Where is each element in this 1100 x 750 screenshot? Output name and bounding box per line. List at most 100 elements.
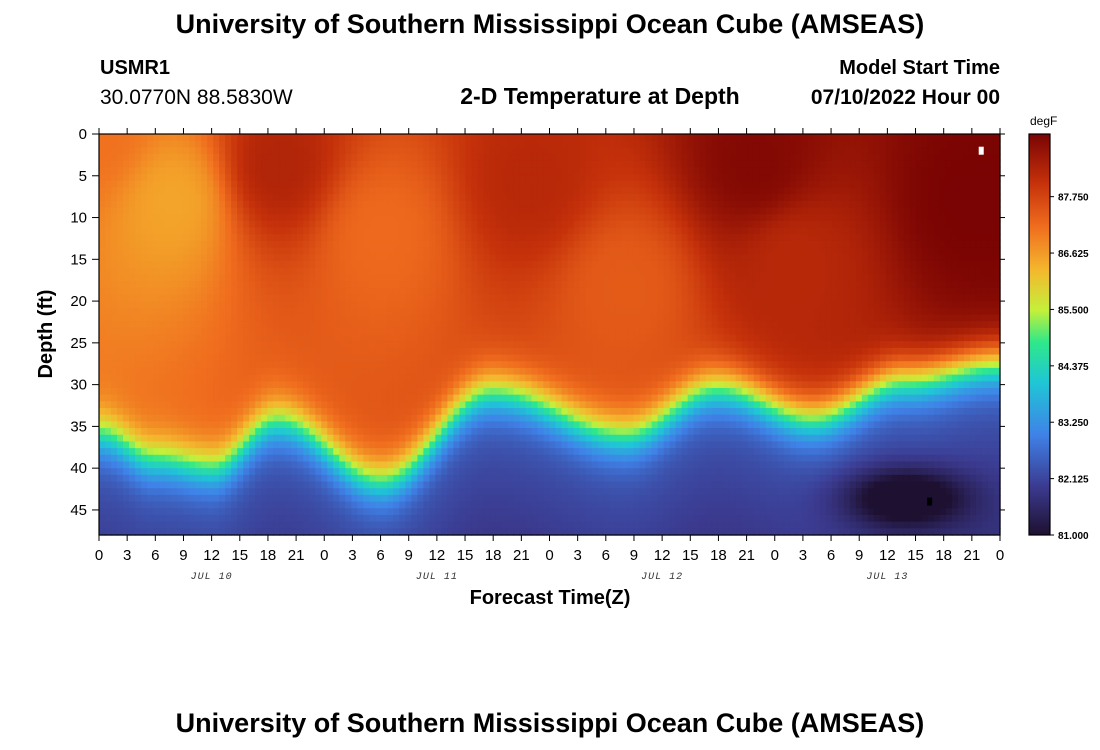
heatmap-cell — [741, 321, 749, 329]
heatmap-cell — [849, 174, 857, 182]
heatmap-cell — [939, 314, 947, 322]
heatmap-cell — [795, 140, 803, 148]
heatmap-cell — [843, 154, 851, 162]
heatmap-cell — [837, 160, 845, 169]
heatmap-cell — [915, 180, 923, 189]
heatmap-cell — [771, 301, 779, 309]
heatmap-cell — [705, 347, 713, 356]
heatmap-cell — [939, 254, 947, 262]
heatmap-cell — [825, 321, 833, 329]
heatmap-cell — [699, 314, 707, 322]
heatmap-cell — [123, 294, 130, 302]
heatmap-cell — [393, 314, 400, 322]
heatmap-cell — [447, 260, 454, 269]
heatmap-cell — [927, 281, 935, 289]
heatmap-cell — [447, 134, 454, 142]
heatmap-cell — [429, 200, 436, 209]
heatmap-cell — [441, 214, 448, 222]
heatmap-cell — [135, 281, 142, 289]
heatmap-cell — [537, 154, 545, 162]
heatmap-cell — [675, 281, 683, 289]
heatmap-cell — [771, 240, 779, 249]
heatmap-cell — [855, 321, 863, 329]
heatmap-cell — [951, 154, 959, 162]
heatmap-cell — [417, 147, 424, 155]
heatmap-cell — [567, 334, 575, 342]
heatmap-cell — [513, 220, 521, 229]
heatmap-cell — [579, 167, 587, 175]
heatmap-cell — [483, 301, 491, 309]
heatmap-cell — [339, 214, 346, 222]
heatmap-cell — [867, 220, 875, 229]
heatmap-cell — [279, 294, 286, 302]
heatmap-cell — [261, 327, 268, 336]
heatmap-cell — [237, 200, 244, 209]
heatmap-cell — [867, 254, 875, 262]
heatmap-cell — [603, 254, 611, 262]
heatmap-cell — [597, 294, 605, 302]
heatmap-cell — [399, 194, 406, 202]
heatmap-cell — [333, 321, 340, 329]
heatmap-cell — [927, 347, 935, 356]
heatmap-cell — [489, 134, 497, 142]
heatmap-cell — [969, 301, 977, 309]
heatmap-cell — [561, 281, 569, 289]
heatmap-cell — [141, 314, 148, 322]
heatmap-cell — [633, 167, 641, 175]
heatmap-cell — [369, 287, 376, 295]
heatmap-cell — [333, 354, 340, 362]
heatmap-cell — [279, 214, 286, 222]
heatmap-cell — [819, 314, 827, 322]
heatmap-cell — [177, 294, 184, 302]
heatmap-cell — [771, 160, 779, 169]
heatmap-cell — [261, 260, 268, 269]
heatmap-cell — [789, 267, 797, 275]
heatmap-cell — [531, 214, 539, 222]
heatmap-cell — [279, 260, 286, 269]
heatmap-cell — [207, 154, 214, 162]
heatmap-cell — [519, 254, 527, 262]
heatmap-cell — [255, 214, 262, 222]
heatmap-cell — [951, 321, 959, 329]
heatmap-cell — [981, 180, 989, 189]
heatmap-cell — [969, 147, 977, 155]
heatmap-cell — [675, 174, 683, 182]
heatmap-cell — [933, 267, 941, 275]
heatmap-cell — [645, 327, 653, 336]
heatmap-cell — [987, 200, 995, 209]
heatmap-cell — [411, 174, 418, 182]
heatmap-cell — [741, 294, 749, 302]
heatmap-cell — [597, 260, 605, 269]
heatmap-cell — [831, 314, 839, 322]
heatmap-cell — [477, 314, 485, 322]
heatmap-cell — [885, 160, 893, 169]
heatmap-cell — [753, 281, 761, 289]
heatmap-cell — [591, 347, 599, 356]
heatmap-cell — [357, 234, 364, 242]
heatmap-cell — [747, 154, 755, 162]
heatmap-cell — [777, 180, 785, 189]
heatmap-cell — [141, 147, 148, 155]
heatmap-cell — [339, 180, 346, 189]
heatmap-cell — [819, 287, 827, 295]
heatmap-cell — [297, 160, 304, 169]
heatmap-cell — [903, 200, 911, 209]
heatmap-cell — [231, 254, 238, 262]
heatmap-cell — [969, 321, 977, 329]
heatmap-cell — [819, 200, 827, 209]
heatmap-cell — [945, 287, 953, 295]
heatmap-cell — [573, 194, 581, 202]
heatmap-cell — [549, 194, 557, 202]
heatmap-cell — [891, 294, 899, 302]
heatmap-cell — [309, 227, 316, 235]
heatmap-cell — [753, 254, 761, 262]
heatmap-cell — [585, 154, 593, 162]
heatmap-cell — [117, 321, 124, 329]
heatmap-cell — [465, 227, 473, 235]
heatmap-cell — [111, 327, 118, 336]
heatmap-cell — [681, 267, 689, 275]
heatmap-cell — [489, 214, 497, 222]
heatmap-cell — [711, 327, 719, 336]
heatmap-cell — [243, 154, 250, 162]
heatmap-cell — [741, 314, 749, 322]
